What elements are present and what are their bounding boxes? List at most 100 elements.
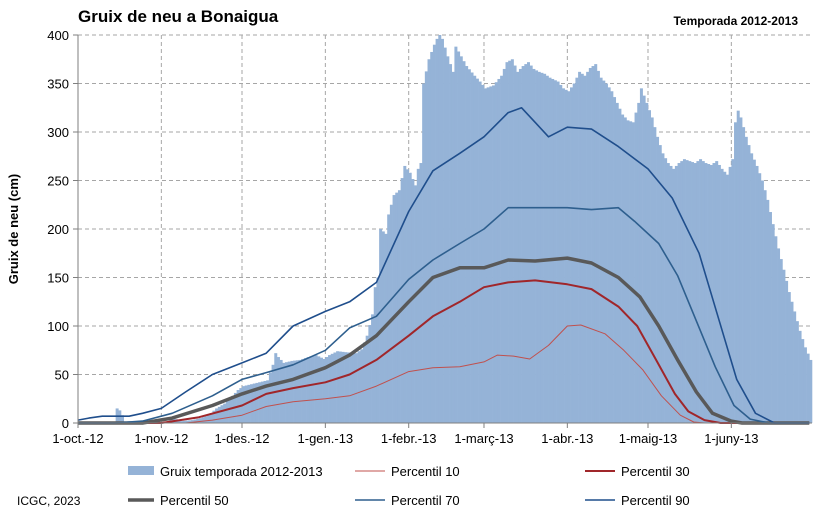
y-axis-title: Gruix de neu (cm): [6, 174, 21, 285]
snow-depth-bar: [782, 269, 786, 423]
snow-depth-bar: [193, 419, 197, 423]
snow-depth-bar: [779, 259, 783, 423]
snow-depth-bar: [596, 70, 600, 423]
snow-depth-bar: [403, 165, 407, 423]
snow-depth-bar: [664, 158, 668, 423]
snow-depth-bar: [376, 277, 380, 423]
snow-depth-bar: [217, 406, 221, 423]
snow-depth-bar: [701, 161, 705, 423]
snow-depth-bar: [328, 355, 332, 423]
snow-depth-bar: [691, 162, 694, 423]
snow-depth-bar: [801, 339, 805, 423]
snow-depth-bar: [763, 190, 767, 423]
snow-depth-bar: [513, 65, 517, 423]
snow-depth-bar: [379, 229, 383, 423]
series-line-percentil-70: [78, 206, 810, 424]
y-tick-label: 400: [47, 28, 69, 43]
snow-depth-bar: [306, 357, 310, 423]
legend-swatch-bars: [128, 466, 154, 475]
snow-depth-bar: [373, 287, 377, 423]
snow-depth-bar: [645, 102, 649, 424]
snow-depth-bar: [610, 91, 614, 423]
snow-depth-bar: [360, 349, 364, 423]
snow-depth-bar: [430, 51, 434, 423]
chart-title: Gruix de neu a Bonaigua: [78, 7, 279, 26]
snow-depth-bar: [529, 65, 533, 423]
snow-depth-bar: [790, 301, 794, 423]
snow-depth-bar: [739, 117, 743, 423]
snow-depth-bar: [169, 417, 173, 423]
series-line-percentil-10: [78, 324, 810, 424]
snow-depth-bar: [400, 178, 404, 423]
snow-depth-bar: [720, 168, 724, 423]
snow-depth-bar: [424, 71, 428, 424]
snow-depth-bar: [258, 382, 262, 423]
snow-depth-bar: [809, 359, 813, 423]
snow-depth-bar: [696, 161, 700, 423]
y-tick-label: 300: [47, 125, 69, 140]
snow-depth-bar: [497, 78, 501, 423]
snow-depth-bar: [747, 145, 751, 423]
snow-depth-bar: [618, 108, 622, 423]
snow-depth-bar: [250, 384, 254, 423]
snow-depth-bar: [623, 117, 627, 423]
snow-depth-bar: [771, 224, 775, 423]
snow-depth-bar: [260, 381, 264, 423]
snow-depth-bar: [325, 357, 329, 423]
snow-depth-bar: [228, 398, 232, 423]
snow-depth-bar: [209, 412, 213, 423]
snow-depth-bar: [787, 292, 791, 423]
snow-depth-bar: [688, 161, 692, 423]
snow-depth-bar: [489, 86, 493, 423]
snow-depth-bar: [287, 361, 291, 423]
snow-depth-bar: [333, 352, 337, 423]
snow-depth-bar: [798, 330, 802, 423]
snow-depth-bar: [387, 214, 391, 423]
snow-depth-bar: [231, 395, 235, 423]
snow-depth-bar: [666, 163, 670, 424]
snow-depth-bar: [685, 160, 689, 423]
snow-depth-bar: [591, 66, 595, 423]
snow-depth-bar: [371, 314, 375, 423]
snow-depth-bar: [650, 117, 654, 423]
snow-depth-bar: [201, 417, 205, 423]
snow-depth-bar: [599, 77, 603, 424]
x-tick-label: 1-nov.-12: [134, 431, 188, 446]
legend-label-p10: Percentil 10: [391, 464, 460, 479]
snow-depth-bar: [303, 358, 307, 423]
snow-depth-bar: [438, 35, 442, 423]
legend-label-p30: Percentil 30: [621, 464, 690, 479]
snow-depth-bar: [212, 410, 216, 423]
snow-depth-bar: [357, 351, 361, 423]
snow-depth-bar: [717, 164, 721, 424]
snow-depth-bar: [309, 356, 313, 423]
snow-depth-bar: [543, 73, 547, 424]
snow-depth-bar: [755, 165, 759, 423]
snow-depth-bar: [653, 127, 657, 424]
snow-depth-bar: [363, 342, 366, 423]
snow-depth-bar: [766, 199, 770, 423]
snow-depth-bar: [551, 78, 555, 423]
snow-depth-bar: [545, 75, 549, 424]
snow-depth-bar: [182, 420, 186, 423]
snow-depth-bar: [419, 163, 423, 424]
snow-depth-bar: [731, 159, 735, 423]
y-tick-labels: 0 50 100 150 200 250 300 350 400: [47, 28, 69, 431]
x-tick-label: 1-abr.-13: [541, 431, 593, 446]
snow-depth-bar: [475, 78, 479, 424]
snow-depth-bar: [677, 163, 681, 424]
y-tick-label: 50: [55, 368, 69, 383]
snow-depth-bar: [527, 62, 530, 423]
snow-depth-bar: [285, 362, 289, 423]
snow-depth-bar: [621, 114, 625, 423]
snow-depth-bar: [631, 122, 635, 424]
y-tick-label: 250: [47, 174, 69, 189]
snow-depth-bar: [524, 64, 528, 423]
snow-depth-bar: [389, 204, 393, 423]
snow-depth-bar: [457, 51, 461, 424]
snow-depth-bar: [392, 195, 396, 423]
snow-depth-bar: [750, 153, 754, 423]
percentile-lines: [77, 107, 810, 425]
snow-depth-bar: [602, 80, 606, 423]
